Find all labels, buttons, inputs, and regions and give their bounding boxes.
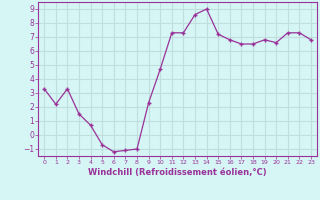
X-axis label: Windchill (Refroidissement éolien,°C): Windchill (Refroidissement éolien,°C) xyxy=(88,168,267,177)
